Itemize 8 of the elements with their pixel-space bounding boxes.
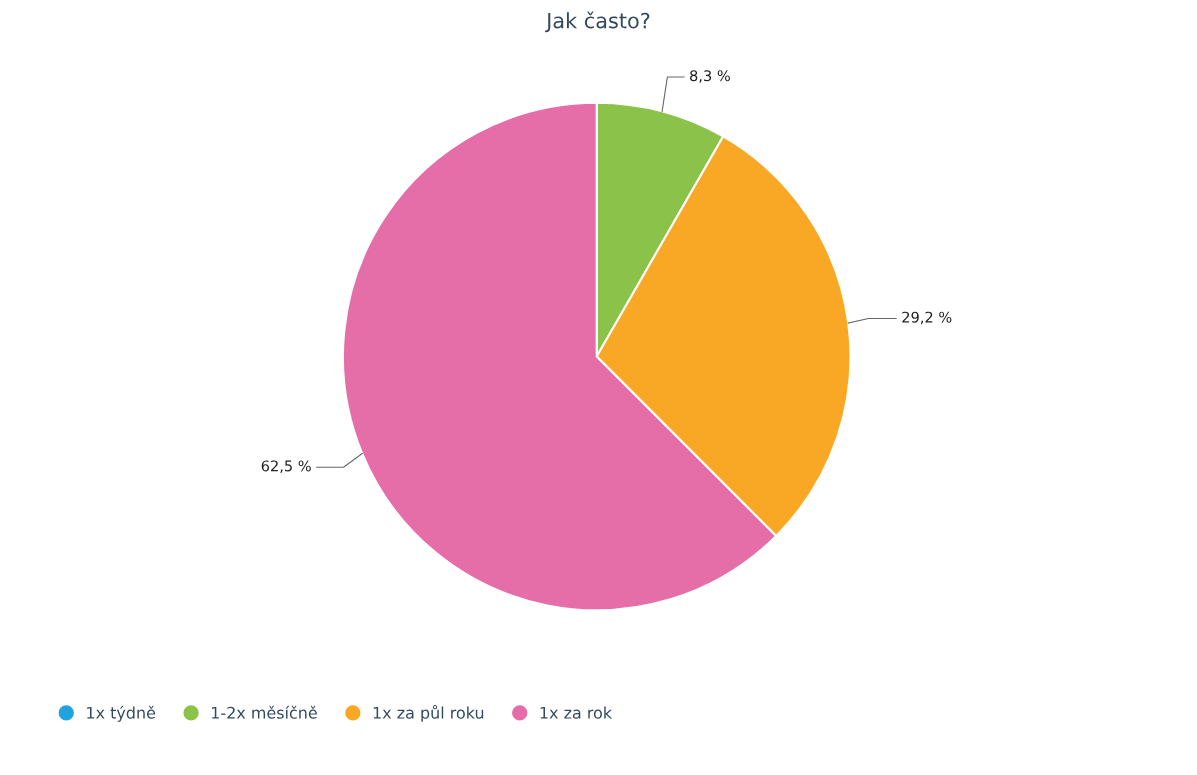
data-label: 8,3 % <box>690 70 730 83</box>
legend-label: 1-2x měsíčně <box>211 705 317 719</box>
legend-label: 1x za půl roku <box>373 705 484 722</box>
chart-title: Jak často? <box>545 11 650 33</box>
data-label: 29,2 % <box>902 311 952 325</box>
legend-label: 1x týdně <box>87 705 156 722</box>
legend-label: 1x za rok <box>540 706 613 719</box>
data-label: 62,5 % <box>261 460 311 473</box>
